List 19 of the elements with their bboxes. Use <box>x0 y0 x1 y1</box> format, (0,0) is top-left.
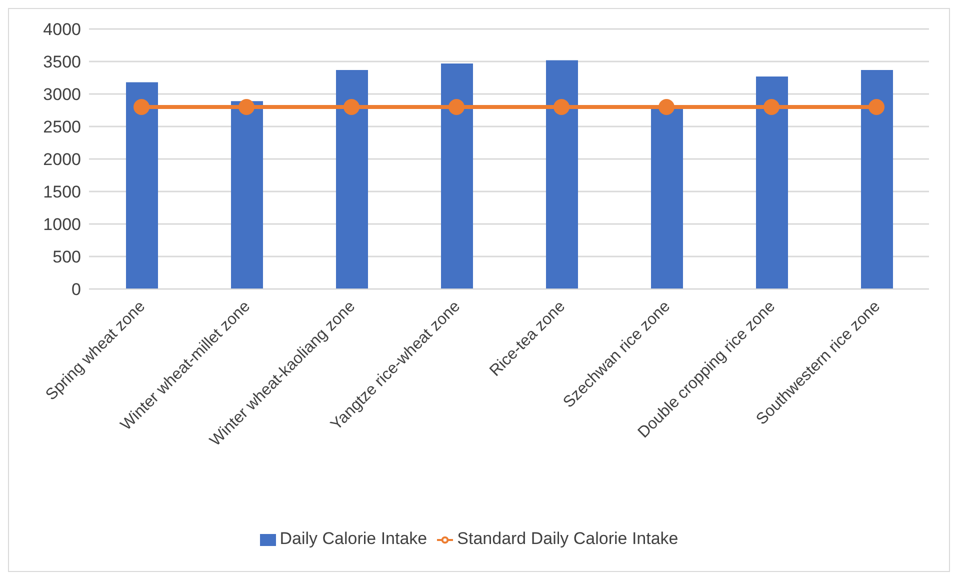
y-tick-label: 0 <box>72 280 81 300</box>
bar <box>546 60 578 289</box>
y-tick-label: 3000 <box>43 85 81 104</box>
bar <box>231 101 263 289</box>
bar <box>756 76 788 289</box>
y-tick-label: 500 <box>52 248 81 267</box>
y-tick-label: 1500 <box>43 182 81 202</box>
y-tick-label: 1000 <box>43 215 81 234</box>
bar <box>336 70 368 289</box>
legend-label: Daily Calorie Intake <box>280 529 428 548</box>
y-tick-label: 2000 <box>43 150 81 170</box>
bar <box>126 82 158 289</box>
bar <box>441 63 473 289</box>
y-tick-label: 3500 <box>43 52 81 72</box>
legend-label: Standard Daily Calorie Intake <box>457 529 678 548</box>
y-tick-label: 2500 <box>43 118 81 137</box>
bar <box>861 70 893 289</box>
bar <box>651 108 683 289</box>
y-tick-label: 4000 <box>43 20 81 40</box>
